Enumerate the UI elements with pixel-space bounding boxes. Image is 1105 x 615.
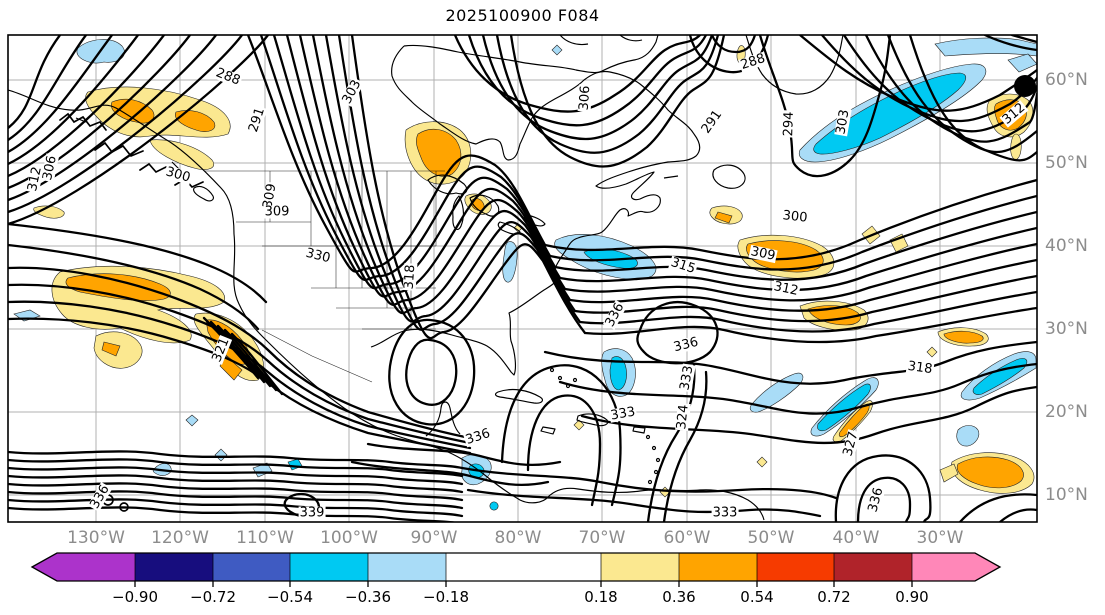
- colorbar-segment: [757, 553, 834, 581]
- marker-dot: [1014, 75, 1036, 97]
- x-tick-label: 120°W: [151, 528, 209, 548]
- contour-label: 300: [780, 208, 810, 226]
- colorbar-tick-label: −0.90: [112, 588, 158, 606]
- colorbar-segment: [290, 553, 368, 581]
- x-tick-label: 70°W: [578, 528, 626, 548]
- colorbar-segment: [601, 553, 679, 581]
- colorbar-tick-label: 0.90: [895, 588, 929, 606]
- colorbar-segment: [834, 553, 912, 581]
- colorbar-tick-label: −0.54: [267, 588, 313, 606]
- x-tick-label: 80°W: [494, 528, 542, 548]
- x-tick-label: 50°W: [747, 528, 795, 548]
- colorbar: [30, 552, 1002, 587]
- contour-label: 324: [674, 402, 692, 432]
- colorbar-segment: [446, 553, 601, 581]
- x-tick-label: 100°W: [320, 528, 378, 548]
- contour-label: 339: [298, 505, 326, 521]
- colorbar-tick-label: 0.36: [662, 588, 696, 606]
- x-tick-label: 30°W: [916, 528, 964, 548]
- contour-label: 306: [576, 84, 594, 112]
- contour-label: 318: [401, 263, 419, 291]
- x-tick-label: 130°W: [67, 528, 125, 548]
- y-tick-label: 50°N: [1045, 153, 1088, 173]
- colorbar-tick-label: 0.18: [584, 588, 618, 606]
- colorbar-segment: [32, 553, 135, 581]
- plot-title: 2025100900 F084: [445, 6, 600, 25]
- x-tick-label: 110°W: [236, 528, 294, 548]
- colorbar-segment: [213, 553, 290, 581]
- x-tick-label: 40°W: [832, 528, 880, 548]
- contour-label: 309: [263, 204, 291, 220]
- y-tick-label: 20°N: [1045, 402, 1088, 422]
- y-tick-label: 30°N: [1045, 319, 1088, 339]
- anomaly-shading: [13, 37, 1037, 511]
- colorbar-tick-label: 0.54: [740, 588, 774, 606]
- y-tick-label: 60°N: [1045, 70, 1088, 90]
- contour-label: 318: [905, 358, 935, 378]
- y-tick-label: 10°N: [1045, 485, 1088, 505]
- x-tick-label: 90°W: [410, 528, 458, 548]
- y-tick-label: 40°N: [1045, 236, 1088, 256]
- colorbar-segment: [30, 552, 1002, 582]
- colorbar-segment: [679, 553, 757, 581]
- colorbar-tick-label: −0.36: [345, 588, 391, 606]
- contour-label: 333: [711, 505, 739, 521]
- map-frame: [7, 34, 1038, 523]
- colorbar-segment: [912, 553, 1000, 581]
- contour-label: 294: [781, 110, 797, 138]
- colorbar-tick-label: −0.72: [190, 588, 236, 606]
- colorbar-segment: [135, 553, 213, 581]
- colorbar-tick-label: −0.18: [423, 588, 469, 606]
- colorbar-tick-label: 0.72: [817, 588, 851, 606]
- x-tick-label: 60°W: [663, 528, 711, 548]
- colorbar-segment: [368, 553, 446, 581]
